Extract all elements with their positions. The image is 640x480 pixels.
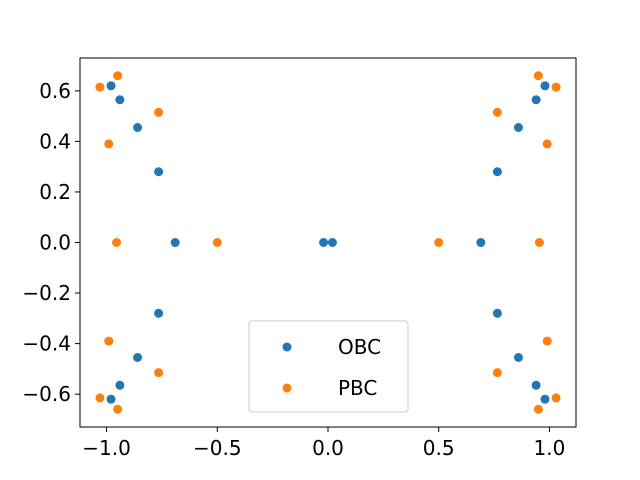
obc-point <box>115 95 125 105</box>
pbc-point <box>434 238 444 247</box>
legend: OBC PBC <box>248 320 409 413</box>
pbc-point <box>95 82 105 92</box>
pbc-point <box>551 82 561 92</box>
obc-point <box>540 81 550 91</box>
obc-point <box>513 353 523 362</box>
pbc-point <box>533 71 543 81</box>
pbc-point <box>112 238 122 247</box>
pbc-point <box>542 139 552 149</box>
y-tick-label: −0.6 <box>22 382 71 406</box>
obc-point <box>492 308 502 318</box>
y-tick-label: −0.2 <box>22 281 71 305</box>
pbc-point <box>534 238 544 247</box>
obc-point <box>513 123 523 132</box>
x-tick-label: 1.0 <box>534 436 566 460</box>
pbc-point <box>542 336 552 346</box>
obc-point <box>154 308 164 318</box>
x-axis: −1.0 −0.5 0.0 0.5 1.0 <box>82 427 565 460</box>
obc-point <box>531 95 541 105</box>
obc-point <box>154 167 164 177</box>
y-tick-label: 0.4 <box>39 129 71 153</box>
legend-marker-pbc <box>282 383 292 393</box>
pbc-point <box>113 71 123 81</box>
obc-point <box>133 123 143 132</box>
x-tick-label: −1.0 <box>82 436 131 460</box>
y-tick-label: 0.6 <box>39 79 71 103</box>
pbc-point <box>551 393 561 403</box>
obc-point <box>106 81 116 91</box>
x-tick-label: 0.0 <box>312 436 344 460</box>
obc-point <box>492 167 502 177</box>
obc-point <box>115 380 125 390</box>
legend-label-obc: OBC <box>338 335 381 359</box>
pbc-point <box>533 404 543 414</box>
obc-point <box>319 238 329 247</box>
pbc-point <box>212 238 222 247</box>
pbc-point <box>104 336 114 346</box>
pbc-point <box>113 404 123 414</box>
x-tick-label: −0.5 <box>193 436 242 460</box>
obc-point <box>327 238 337 247</box>
legend-box <box>248 320 409 413</box>
obc-point <box>170 238 180 247</box>
legend-marker-obc <box>282 342 292 352</box>
obc-point <box>531 380 541 390</box>
pbc-point <box>154 368 164 378</box>
points-layer <box>95 71 561 414</box>
pbc-point <box>95 393 105 403</box>
y-axis: −0.6 −0.4 −0.2 0.0 0.2 0.4 0.6 <box>22 79 80 406</box>
x-tick-label: 0.5 <box>423 436 455 460</box>
obc-point <box>476 238 486 247</box>
pbc-point <box>154 107 164 117</box>
y-tick-label: −0.4 <box>22 332 71 356</box>
legend-label-pbc: PBC <box>338 376 377 400</box>
pbc-point <box>104 139 114 149</box>
obc-point <box>133 353 143 362</box>
obc-point <box>106 394 116 404</box>
y-tick-label: 0.2 <box>39 180 71 204</box>
pbc-point <box>492 107 502 117</box>
pbc-point <box>492 368 502 378</box>
obc-point <box>540 394 550 404</box>
y-tick-label: 0.0 <box>39 231 71 255</box>
